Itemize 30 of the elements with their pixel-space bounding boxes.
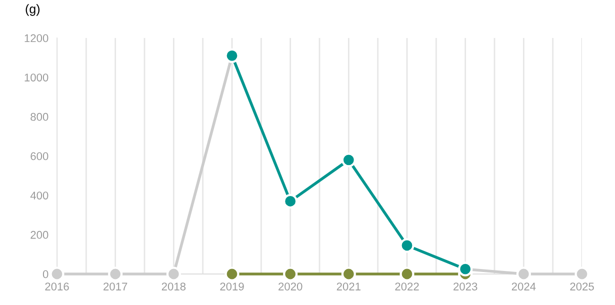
point [341,266,356,282]
point [400,266,414,282]
x-tick-label: 2025 [570,282,594,290]
x-tick-label: 2023 [454,282,478,290]
y-tick-label: 1200 [24,34,48,42]
point [516,266,531,282]
x-tick-label: 2018 [162,282,186,290]
y-tick-label: 0 [42,270,48,278]
y-tick-label: 800 [30,112,48,121]
x-tick-label: 2024 [512,282,536,290]
point [50,266,64,282]
y-tick-label: 600 [30,152,48,160]
point [283,266,298,282]
point [224,266,240,282]
y-tick-label: 400 [30,192,48,200]
x-tick-label: 2020 [278,282,302,290]
point [283,194,298,209]
y-tick-label: 1000 [24,74,48,82]
x-tick-label: 2021 [336,282,360,290]
y-tick-label: 200 [30,230,48,239]
x-tick-label: 2016 [45,282,69,290]
point [108,266,123,282]
point [166,266,181,282]
point [400,238,414,253]
x-tick-label: 2019 [220,282,244,290]
point [341,152,356,168]
x-tick-label: 2022 [395,282,419,290]
y-axis-title: (g) [26,4,40,16]
point [574,266,590,282]
x-tick-label: 2017 [104,282,128,290]
